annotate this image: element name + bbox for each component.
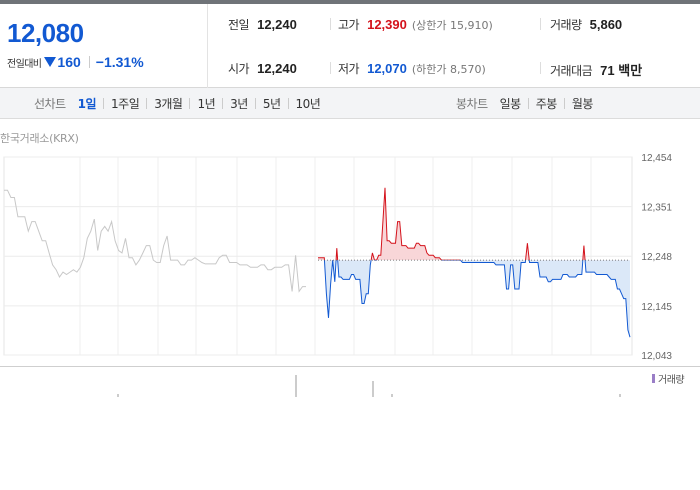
- tab-monthly-candle[interactable]: 월봉: [571, 97, 594, 111]
- stat-prev-close: 전일 12,240: [228, 16, 297, 33]
- tab-1year[interactable]: 1년: [197, 97, 216, 111]
- stat-high: 고가 12,390 (상한가 15,910): [338, 16, 493, 33]
- data-source: 한국거래소(KRX): [0, 132, 79, 145]
- period-tabs-label: 선차트: [34, 97, 66, 111]
- change-row: 전일대비 160 −1.31%: [7, 54, 144, 70]
- tab-1week[interactable]: 1주일: [111, 97, 140, 111]
- stat-value: 5,860: [589, 17, 623, 32]
- y-tick-label: 12,043: [641, 351, 672, 362]
- volume-chart: [117, 375, 621, 397]
- above-reference-area: [318, 187, 586, 261]
- candle-tabs-label: 봉차트: [456, 97, 488, 111]
- divider: [146, 98, 148, 109]
- divider: [189, 98, 191, 109]
- change-percent: −1.31%: [95, 54, 144, 70]
- today-line-down: [323, 260, 631, 338]
- stat-label: 거래대금: [550, 64, 593, 78]
- current-price: 12,080: [7, 18, 84, 48]
- stat-low: 저가 12,070 (하한가 8,570): [338, 60, 486, 77]
- stat-value: 12,070: [367, 61, 407, 76]
- tab-3year[interactable]: 3년: [230, 97, 248, 111]
- stat-limit: (상한가 15,910): [411, 19, 493, 32]
- divider: [254, 98, 256, 109]
- divider: [103, 98, 105, 109]
- stat-label: 고가: [338, 18, 360, 32]
- y-tick-label: 12,351: [641, 203, 672, 214]
- price-chart: 12,454 12,351 12,248 12,145 12,043: [3, 153, 672, 362]
- tab-weekly-candle[interactable]: 주봉: [535, 97, 558, 111]
- divider: [330, 62, 331, 74]
- quote-summary: 12,080 전일대비 160 −1.31% 전일 12,240 시가 12,2…: [0, 4, 700, 88]
- stat-value: 12,240: [257, 61, 297, 76]
- stat-label: 전일: [228, 18, 250, 32]
- divider: [222, 98, 224, 109]
- volume-legend: 거래량: [652, 371, 685, 386]
- divider: [540, 18, 541, 30]
- divider: [540, 62, 541, 74]
- change-label: 전일대비: [7, 58, 42, 70]
- volume-swatch: [652, 374, 655, 383]
- divider: [287, 98, 289, 109]
- stat-value: 12,390: [367, 17, 407, 32]
- stat-volume: 거래량 5,860: [550, 16, 622, 33]
- tab-3month[interactable]: 3개월: [154, 97, 183, 111]
- divider: [330, 18, 331, 30]
- candle-tabs: 봉차트 일봉 주봉 월봉: [456, 88, 593, 119]
- stat-value: 71 백만: [600, 63, 643, 78]
- stat-value: 12,240: [257, 17, 297, 32]
- y-tick-label: 12,454: [641, 153, 672, 164]
- stat-amount: 거래대금 71 백만: [550, 60, 642, 79]
- y-tick-label: 12,248: [641, 252, 672, 263]
- divider: [527, 98, 529, 109]
- period-tabs: 선차트 1일 1주일 3개월 1년 3년 5년 10년: [34, 88, 321, 119]
- top-accent-bar: [0, 0, 700, 4]
- divider: [563, 98, 565, 109]
- stat-open: 시가 12,240: [228, 60, 297, 77]
- chart-tab-bar: 선차트 1일 1주일 3개월 1년 3년 5년 10년 봉차트 일봉 주봉 월봉: [0, 88, 700, 119]
- change-value: 160: [57, 54, 81, 70]
- prev-day-line: [4, 189, 306, 293]
- tab-daily-candle[interactable]: 일봉: [499, 97, 522, 111]
- volume-area: [0, 366, 700, 398]
- tab-1day[interactable]: 1일: [77, 97, 97, 111]
- tab-5year[interactable]: 5년: [262, 97, 281, 111]
- volume-legend-label: 거래량: [658, 375, 685, 386]
- stat-label: 시가: [228, 62, 250, 76]
- y-tick-label: 12,145: [641, 302, 672, 313]
- price-box: 12,080 전일대비 160 −1.31%: [0, 4, 208, 88]
- stat-label: 저가: [338, 62, 360, 76]
- stat-limit: (하한가 8,570): [411, 63, 486, 76]
- stat-label: 거래량: [550, 18, 582, 32]
- tab-10year[interactable]: 10년: [295, 97, 321, 111]
- down-triangle-icon: [44, 57, 57, 67]
- divider: [88, 56, 90, 68]
